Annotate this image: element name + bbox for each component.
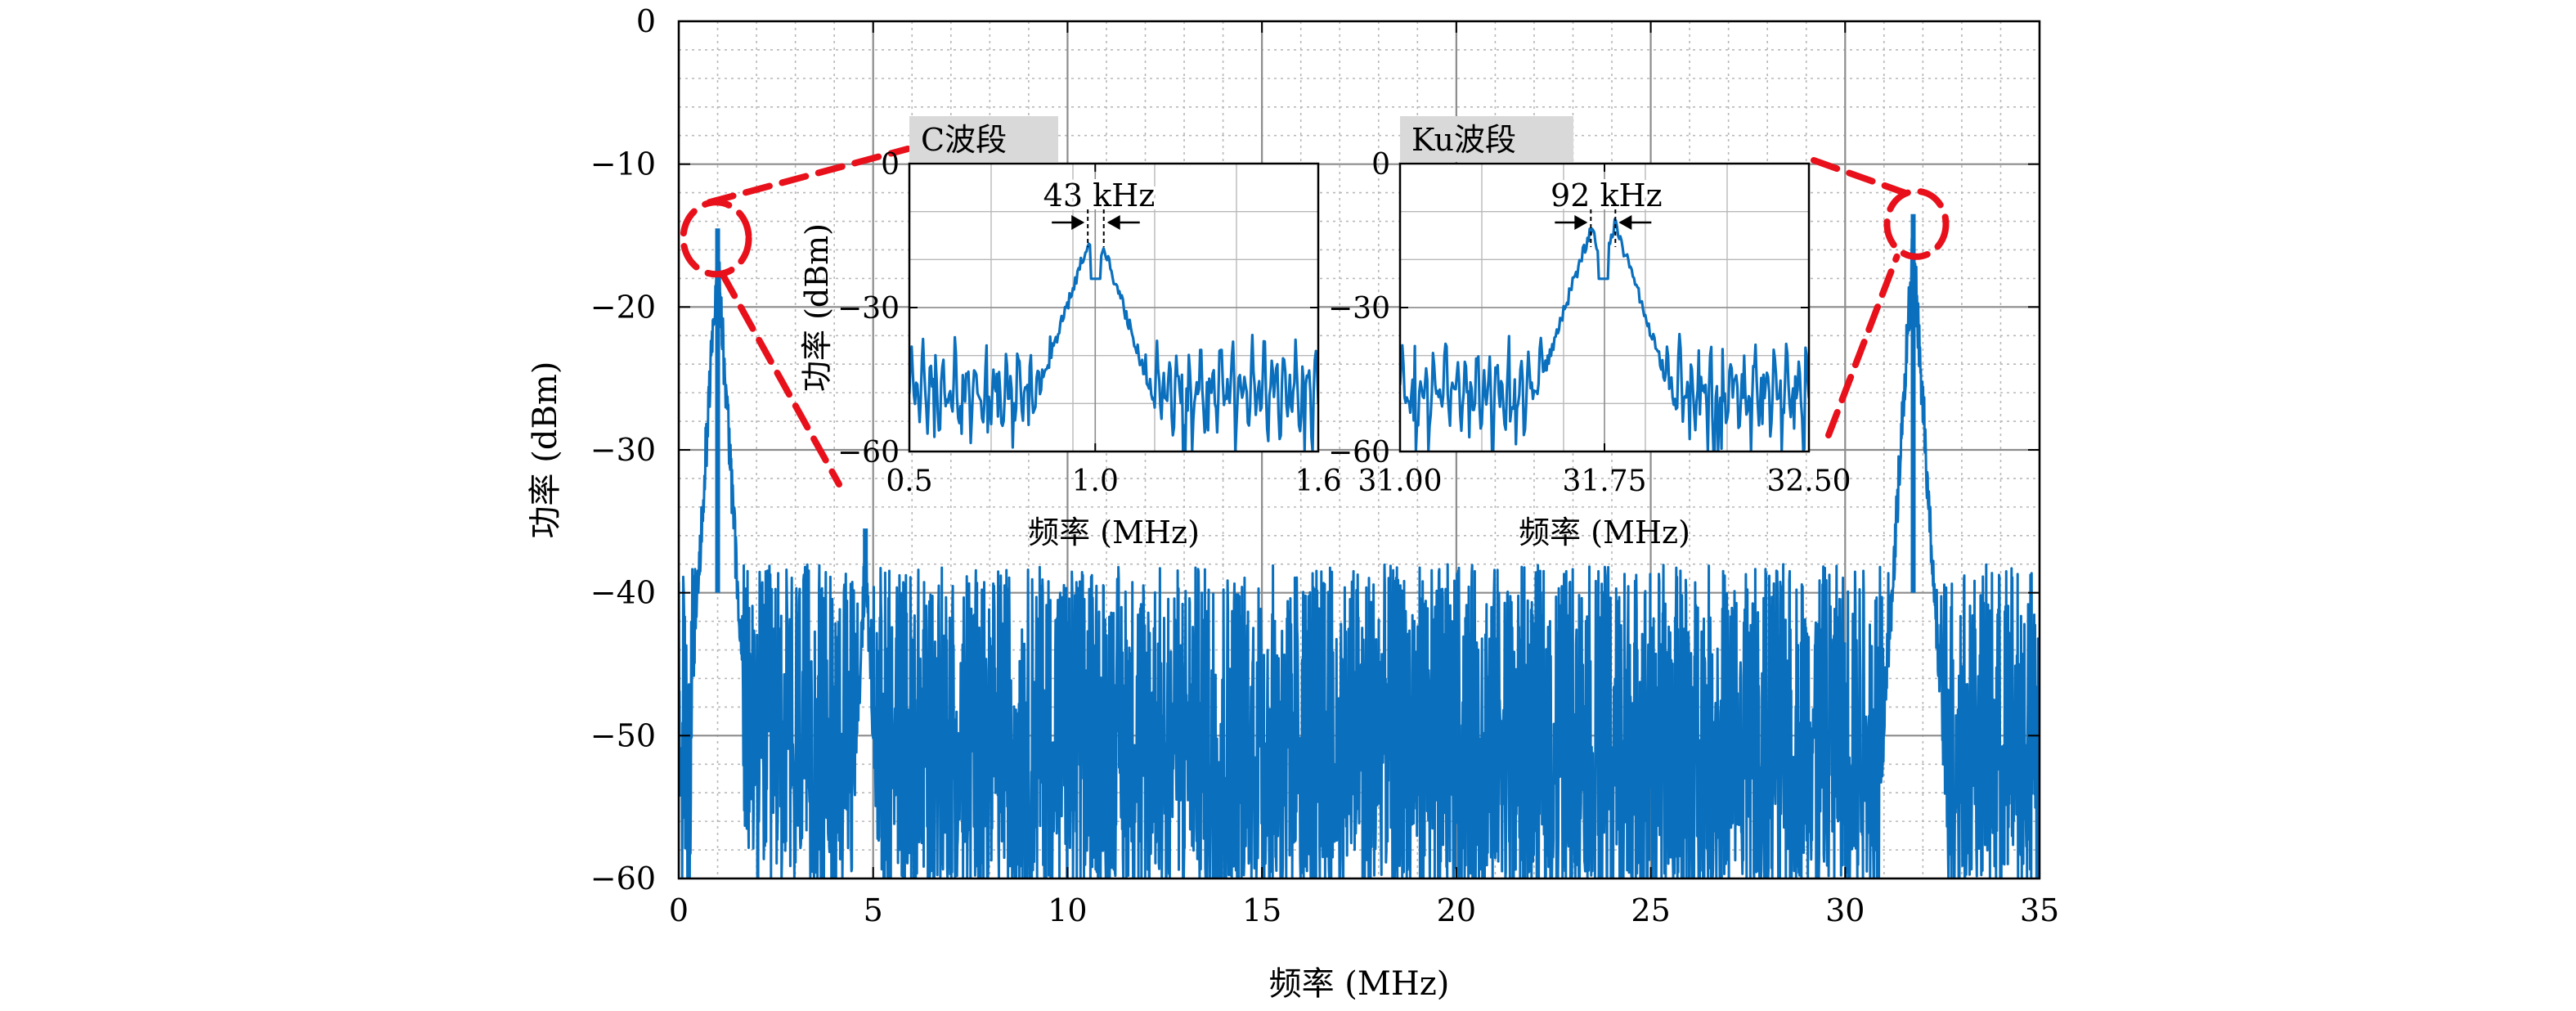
x-axis-label: 频率 (MHz) (1519, 514, 1690, 550)
spacing-annotation: 43 kHz (1043, 177, 1156, 213)
inset-ku-band: Ku波段 92 kHz 31.00 31.75 32.50 0 −30 −60 频率 (MHz) (1328, 116, 1851, 550)
x-tick-label: 32.50 (1766, 465, 1851, 498)
band-tag-label: Ku波段 (1411, 122, 1516, 158)
x-tick-label: 1.6 (1295, 465, 1341, 498)
inset-c-band: C波段 43 kHz 0.5 1.0 1.6 0 −30 −60 频率 (MHz) 功率 (dBm… (799, 116, 1342, 550)
inset-series-line (1400, 218, 1809, 452)
x-tick-label: 31.00 (1358, 465, 1442, 498)
y-tick-label: −30 (837, 292, 900, 326)
y-tick-label: −30 (1328, 292, 1390, 326)
band-tag-box (909, 116, 1058, 162)
zoom-connector (1825, 253, 1901, 438)
y-tick-label: 0 (1371, 148, 1390, 182)
y-axis-label: 功率 (dBm) (799, 223, 835, 392)
y-tick-label: −60 (590, 860, 656, 896)
zoom-connector (719, 271, 842, 488)
x-tick-label: 25 (1631, 892, 1670, 928)
x-tick-label: 1.0 (1072, 465, 1119, 498)
y-tick-label: −30 (590, 432, 656, 468)
band-tag-box (1400, 116, 1573, 162)
y-axis-label: 功率 (dBm) (527, 362, 564, 539)
zoom-connector (1811, 157, 1909, 196)
y-tick-label: 0 (881, 148, 900, 182)
x-tick-label: 0 (669, 892, 689, 928)
y-tick-label: −20 (590, 289, 656, 325)
x-tick-label: 15 (1242, 892, 1281, 928)
x-tick-label: 10 (1048, 892, 1087, 928)
annotation-arrowhead (1574, 215, 1588, 230)
band-tag-label: C波段 (921, 122, 1007, 158)
annotation-arrowhead (1071, 215, 1085, 230)
inset-series-line (909, 242, 1318, 452)
zoom-connector (706, 146, 911, 206)
y-tick-label: −60 (1328, 436, 1390, 470)
spacing-annotation: 92 kHz (1551, 177, 1663, 213)
annotation-arrowhead (1618, 215, 1632, 230)
main-chart: 0 5 10 15 20 25 30 35 0 −10 −20 −30 −40 −50 −60 频率 (MHz… (527, 3, 2059, 1003)
x-tick-label: 31.75 (1562, 465, 1646, 498)
x-tick-label: 35 (2020, 892, 2059, 928)
x-axis-label: 频率 (MHz) (1269, 965, 1450, 1003)
zoom-callouts (680, 146, 1950, 488)
y-tick-label: −40 (590, 575, 656, 611)
spectrum-series-line (679, 228, 2040, 878)
x-tick-label: 30 (1825, 892, 1865, 928)
x-tick-label: 0.5 (886, 465, 932, 498)
x-tick-label: 5 (864, 892, 883, 928)
y-tick-label: −50 (590, 717, 656, 753)
x-tick-label: 20 (1437, 892, 1476, 928)
zoom-region-ku-band (1883, 187, 1950, 260)
y-tick-label: −60 (837, 436, 900, 470)
annotation-arrowhead (1106, 215, 1120, 230)
x-axis-label: 频率 (MHz) (1028, 514, 1200, 550)
y-tick-label: 0 (636, 3, 656, 39)
y-tick-label: −10 (590, 146, 656, 182)
